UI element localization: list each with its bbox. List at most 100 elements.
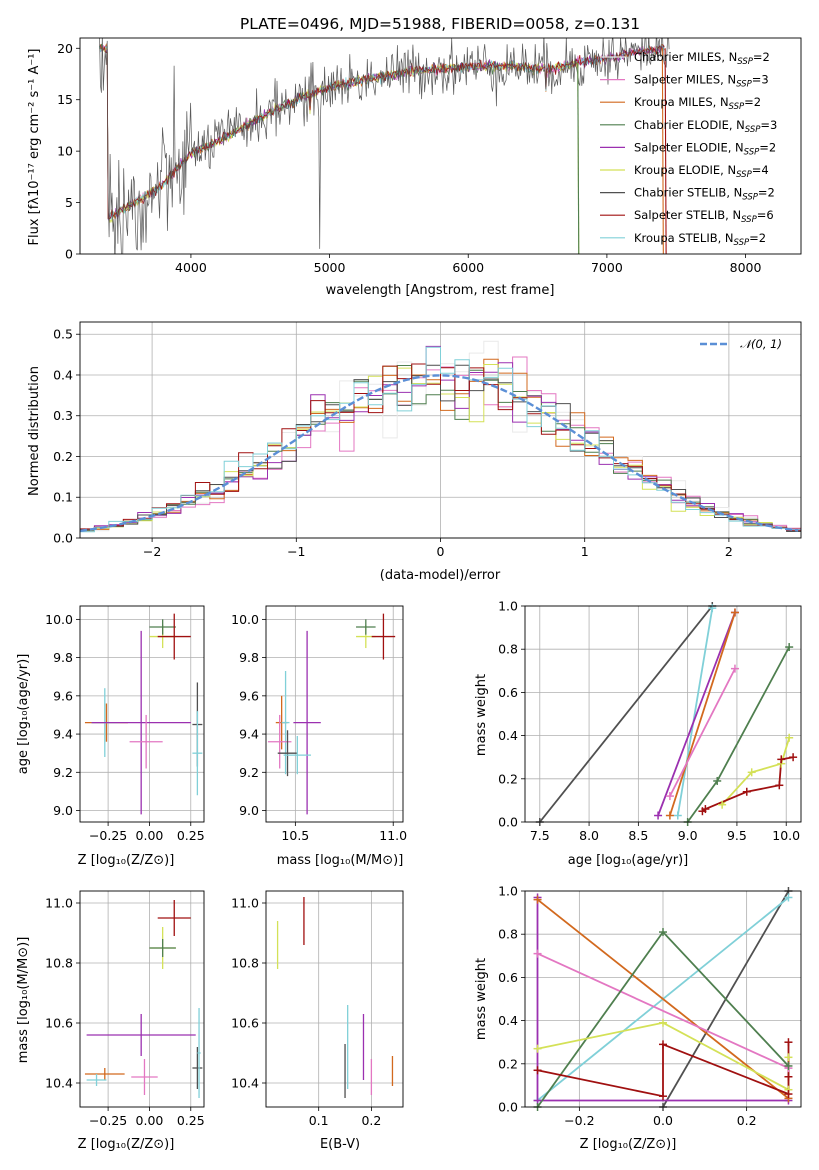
legend-entry: Salpeter ELODIE, NSSP=2	[634, 140, 776, 157]
z-weight-axes-ytick-label: 0.0	[498, 1100, 518, 1115]
mass-age-axes-ytick-label: 9.0	[239, 803, 259, 818]
mass-age-axes-plot	[267, 613, 396, 815]
spectrum-axes-ytick-label: 10	[57, 144, 73, 159]
z-mass-xlabel: Z [log₁₀(Z/Z⊙)]	[78, 1137, 175, 1152]
age-weight-axes: 7.5 8.0 8.5 9.0 9.5 10.0 0.0 0.2 0.4 0.6 0.8 1.0	[498, 599, 801, 843]
z-mass-axes-ytick-label: 10.4	[45, 1076, 73, 1091]
z-mass-axes-xtick-label: −0.25	[89, 1113, 127, 1128]
age-weight-axes-xtick-label: 7.5	[530, 828, 550, 843]
residual-axes-plot	[80, 340, 801, 533]
z-weight-axes: −0.2 0.0 0.2 0.0 0.2 0.4 0.6 0.8 1.0	[498, 884, 801, 1128]
z-mass-axes: −0.25 0.00 0.25 10.4 10.6 10.8 11.0	[45, 891, 205, 1128]
spectrum-axes-frame	[79, 37, 802, 255]
residual-axes-xtick-label: 1	[581, 544, 589, 559]
age-weight-axes-xtick-label: 10.0	[772, 828, 800, 843]
residual-axes-frame	[79, 321, 802, 539]
residual-axes-xtick-label: −1	[287, 544, 305, 559]
z-weight-ylabel: mass weight	[474, 958, 489, 1040]
mass-age-axes-ytick-label: 9.6	[239, 688, 259, 703]
age-weight-axes-xtick-label: 9.5	[727, 828, 747, 843]
mass-age-axes-ytick-label: 9.4	[239, 727, 259, 742]
z-age-axes: −0.25 0.00 0.25 9.0 9.2 9.4 9.6 9.8 10.0	[45, 606, 205, 843]
z-age-axes-ytick-label: 9.0	[53, 803, 73, 818]
age-weight-axes-plot	[539, 606, 794, 822]
ebv-mass-axes-ytick-label: 10.6	[231, 1016, 259, 1031]
spectrum-edge-c7	[664, 48, 667, 254]
age-weight-axes-line	[669, 612, 736, 816]
z-mass-axes-plot	[84, 900, 203, 1098]
z-mass-axes-ytick-label: 10.8	[45, 956, 73, 971]
z-age-axes-xtick-label: 0.00	[136, 828, 164, 843]
spectrum-edge-c3	[577, 62, 580, 254]
z-weight-axes-frame	[524, 890, 802, 1108]
z-weight-axes-ytick-label: 0.2	[498, 1056, 518, 1071]
age-weight-axes-line	[669, 668, 736, 797]
spectrum-xlabel: wavelength [Angstrom, rest frame]	[326, 283, 555, 298]
age-weight-axes-line	[657, 612, 736, 816]
spectrum-axes-ytick-label: 20	[57, 41, 73, 56]
z-age-axes-ytick-label: 9.2	[53, 765, 73, 780]
ebv-mass-axes-plot	[276, 897, 394, 1098]
legend-entry: Kroupa ELODIE, NSSP=4	[634, 163, 769, 180]
age-weight-axes-frame	[524, 605, 802, 823]
z-age-axes-plot	[84, 613, 203, 815]
z-weight-axes-line	[537, 952, 789, 1069]
spectrum-axes-xtick-label: 4000	[175, 260, 207, 275]
z-weight-axes-xtick-label: 0.0	[653, 1113, 673, 1128]
z-age-ylabel: age [log₁₀(age/yr)]	[16, 654, 31, 775]
mass-age-axes-frame	[265, 605, 404, 823]
ebv-mass-axes: 0.1 0.2 10.4 10.6 10.8 11.0	[231, 891, 403, 1128]
spectrum-legend: Chabrier MILES, NSSP=2 Salpeter MILES, NS…	[600, 50, 777, 248]
legend-entry: Chabrier MILES, NSSP=2	[634, 50, 770, 67]
z-mass-axes-ytick-label: 11.0	[45, 896, 73, 911]
spectrum-ylabel: Flux [fλ10⁻¹⁷ erg cm⁻² s⁻¹ A⁻¹]	[27, 49, 42, 246]
age-weight-axes-ytick-label: 0.8	[498, 642, 518, 657]
age-weight-axes-line	[539, 606, 714, 822]
spectrum-line-c7	[99, 44, 665, 220]
legend-entry: Salpeter STELIB, NSSP=6	[634, 208, 774, 225]
age-weight-axes-line	[721, 737, 791, 806]
age-weight-axes-ytick-label: 0.0	[498, 815, 518, 830]
spectrum-line-c5	[99, 45, 578, 223]
residual-axes-xtick-label: −2	[143, 544, 161, 559]
z-age-axes-ytick-label: 9.8	[53, 650, 73, 665]
legend-entry: 𝒩(0, 1)	[740, 337, 782, 351]
age-weight-xlabel: age [log₁₀(age/yr)]	[568, 853, 689, 868]
residual-axes-ytick-label: 0.5	[53, 327, 73, 342]
legend-entry: Kroupa STELIB, NSSP=2	[634, 231, 766, 248]
z-age-axes-ytick-label: 9.4	[53, 727, 73, 742]
z-mass-ylabel: mass [log₁₀(M/M⊙)]	[16, 937, 31, 1064]
spectrum-axes-xtick-label: 5000	[314, 260, 346, 275]
z-mass-axes-xtick-label: 0.00	[136, 1113, 164, 1128]
age-weight-axes-ytick-label: 0.6	[498, 685, 518, 700]
z-weight-axes-line	[536, 898, 790, 1100]
mass-age-axes-ytick-label: 9.8	[239, 650, 259, 665]
ebv-mass-axes-xtick-label: 0.2	[361, 1113, 381, 1128]
age-weight-axes-xtick-label: 8.5	[628, 828, 648, 843]
ebv-mass-xlabel: E(B-V)	[320, 1137, 360, 1152]
age-weight-axes-ytick-label: 0.4	[498, 728, 518, 743]
normal-curve	[80, 374, 799, 533]
ebv-mass-axes-xtick-label: 0.1	[309, 1113, 329, 1128]
mass-age-axes-ytick-label: 9.2	[239, 765, 259, 780]
residual-axes-ytick-label: 0.4	[53, 367, 73, 382]
residual-axes: −2 −1 0 1 2 0.0 0.1 0.2 0.3 0.4 0.5 𝒩(0, 1)	[53, 322, 801, 559]
z-mass-axes-xtick-label: 0.25	[177, 1113, 205, 1128]
z-age-axes-xtick-label: −0.25	[89, 828, 127, 843]
spectrum-axes-plot	[99, 38, 670, 254]
age-weight-ylabel: mass weight	[474, 674, 489, 756]
legend-entry: Chabrier STELIB, NSSP=2	[634, 186, 775, 203]
spectrum-axes: 4000 5000 6000 7000 8000 0 5 10 15 20 Chabrier MIL…	[57, 38, 777, 275]
spectrum-axes-ytick-label: 0	[65, 247, 73, 262]
legend-entry: Kroupa MILES, NSSP=2	[634, 95, 761, 112]
spectrum-axes-xtick-label: 7000	[591, 260, 623, 275]
residual-axes-ytick-label: 0.0	[53, 531, 73, 546]
ebv-mass-axes-ytick-label: 10.8	[231, 956, 259, 971]
residual-axes-ytick-label: 0.3	[53, 408, 73, 423]
residual-axes-xtick-label: 0	[437, 544, 445, 559]
mass-age-axes-xtick-label: 11.0	[379, 828, 407, 843]
z-weight-axes-ytick-label: 0.6	[498, 970, 518, 985]
age-weight-axes-xtick-label: 8.0	[579, 828, 599, 843]
spectrum-line-c6	[99, 38, 670, 254]
